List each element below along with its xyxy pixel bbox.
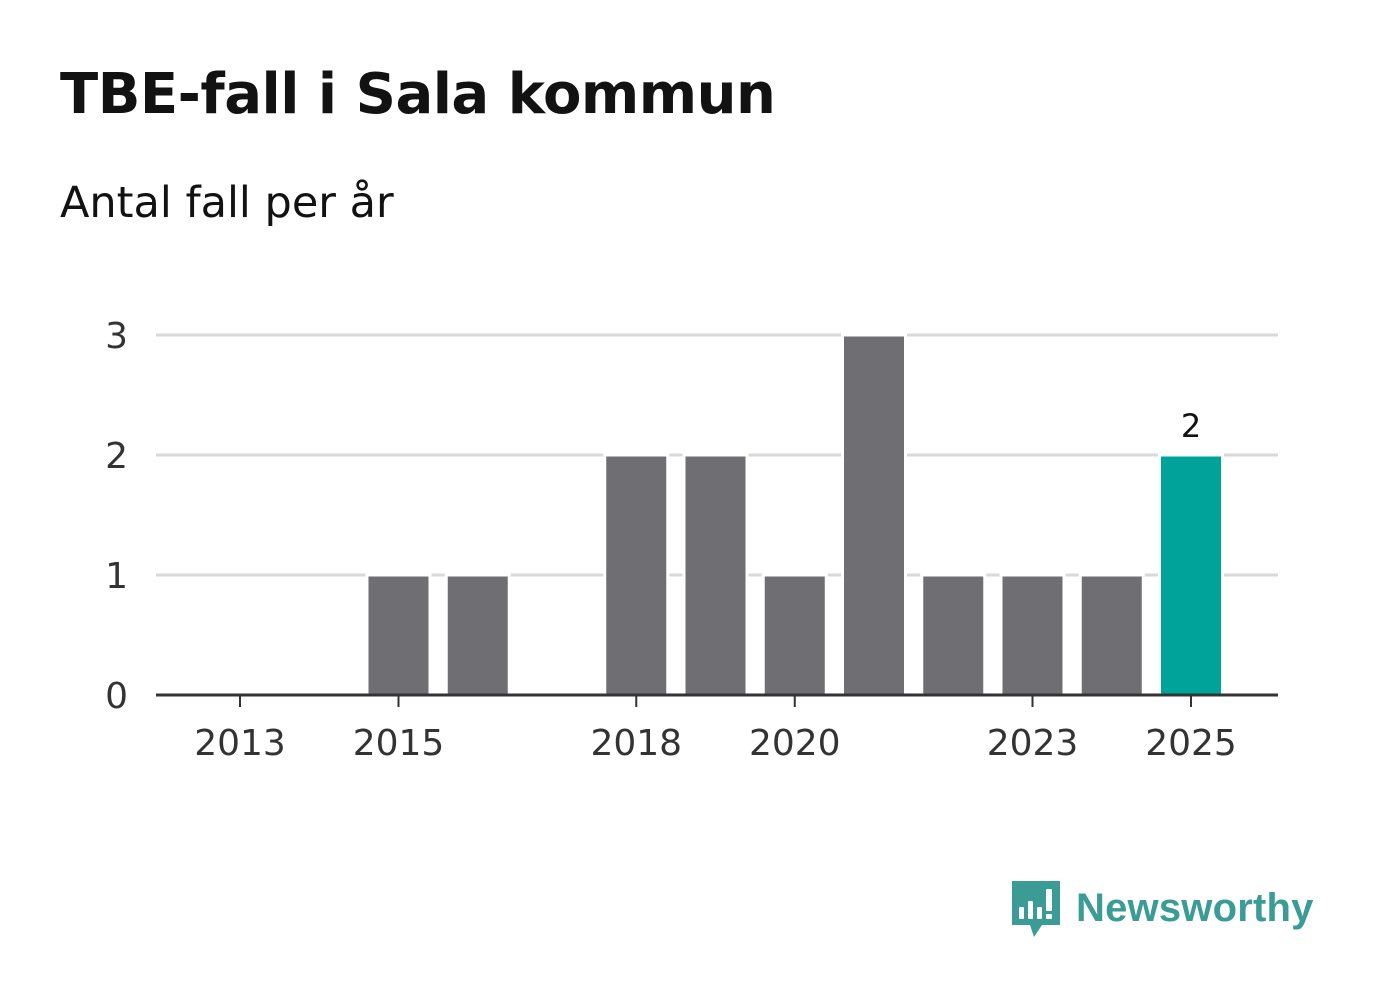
x-tick-label: 2025 [1145, 723, 1237, 764]
bar [920, 573, 987, 697]
axes [156, 693, 1278, 707]
labels: 0 1 2 3 2013 2015 2018 2020 2023 2025 2 [105, 316, 1237, 764]
bar [841, 333, 907, 697]
y-tick-label: 3 [105, 316, 128, 357]
y-tick-label: 0 [105, 676, 128, 717]
brand-name: Newsworthy [1076, 885, 1314, 930]
data-label: 2 [1181, 407, 1201, 445]
bar [603, 453, 670, 697]
bar [1078, 573, 1145, 697]
x-tick-label: 2020 [749, 723, 841, 764]
brand-logo: Newsworthy [1010, 876, 1314, 940]
x-tick-label: 2023 [987, 723, 1079, 764]
bar [444, 573, 511, 697]
bar [682, 453, 749, 697]
chart-subtitle: Antal fall per år [60, 178, 394, 228]
bar-highlight [1158, 453, 1224, 697]
bar [365, 573, 432, 697]
chart-title: TBE-fall i Sala kommun [60, 62, 776, 127]
x-tick-label: 2013 [194, 723, 286, 764]
bar [999, 573, 1066, 697]
bar [761, 573, 828, 697]
x-tick-label: 2018 [590, 723, 682, 764]
x-tick-label: 2015 [353, 723, 445, 764]
y-tick-label: 2 [105, 436, 128, 477]
y-tick-label: 1 [105, 556, 128, 597]
newsworthy-logo-icon [1012, 881, 1060, 937]
bars [365, 333, 1224, 697]
